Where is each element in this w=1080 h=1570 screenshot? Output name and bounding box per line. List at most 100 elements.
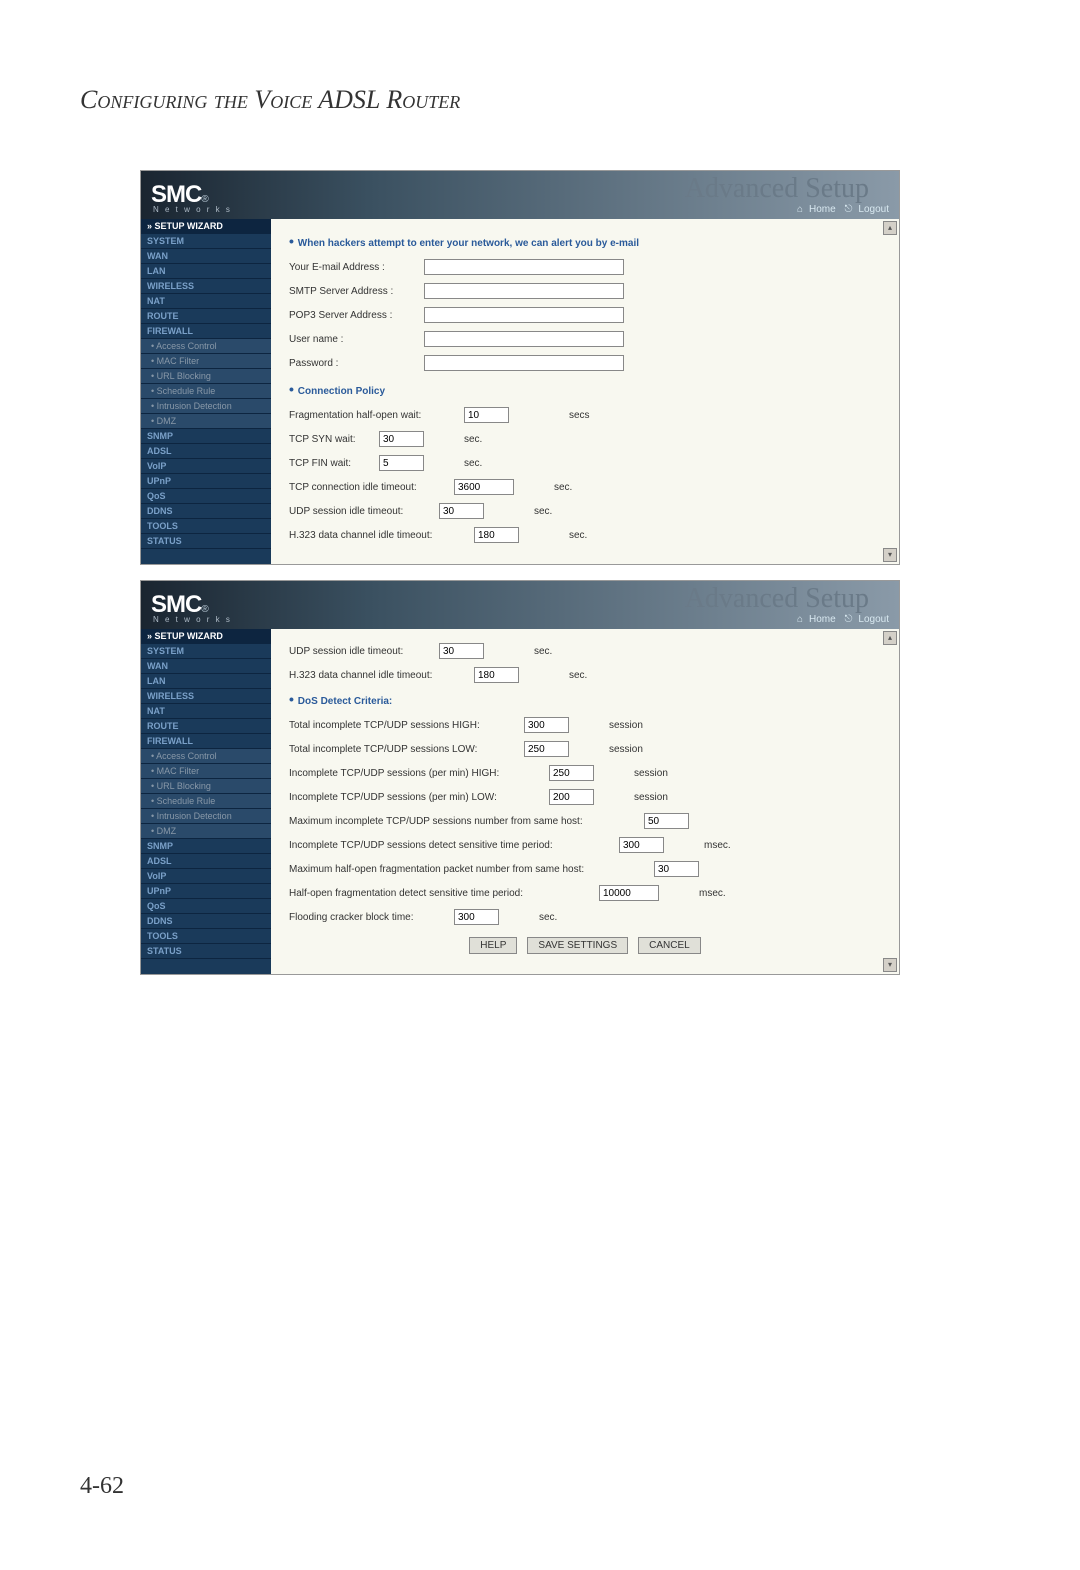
logo-reg-2: ® bbox=[201, 604, 208, 615]
nav-lan-2[interactable]: LAN bbox=[141, 674, 271, 689]
nav-schedule-rule[interactable]: Schedule Rule bbox=[141, 384, 271, 399]
pop3-input[interactable] bbox=[424, 307, 624, 323]
nav-snmp[interactable]: SNMP bbox=[141, 429, 271, 444]
nav-system-2[interactable]: SYSTEM bbox=[141, 644, 271, 659]
save-settings-button[interactable]: SAVE SETTINGS bbox=[527, 937, 628, 954]
nav-nat[interactable]: NAT bbox=[141, 294, 271, 309]
smtp-input[interactable] bbox=[424, 283, 624, 299]
nav-url-blocking[interactable]: URL Blocking bbox=[141, 369, 271, 384]
nav-lan[interactable]: LAN bbox=[141, 264, 271, 279]
low-input[interactable] bbox=[524, 741, 569, 757]
nav-nat-2[interactable]: NAT bbox=[141, 704, 271, 719]
nav-tools-2[interactable]: TOOLS bbox=[141, 929, 271, 944]
header-bar-2: SMC® N e t w o r k s Advanced Setup ⌂Hom… bbox=[141, 581, 899, 629]
nav-status-2[interactable]: STATUS bbox=[141, 944, 271, 959]
scroll-up-icon-2[interactable]: ▴ bbox=[883, 631, 897, 645]
fin-input[interactable] bbox=[379, 455, 424, 471]
pass-input[interactable] bbox=[424, 355, 624, 371]
udp-input-2[interactable] bbox=[439, 643, 484, 659]
high-input[interactable] bbox=[524, 717, 569, 733]
logout-link-2[interactable]: Logout bbox=[858, 614, 889, 625]
nav-firewall[interactable]: FIREWALL bbox=[141, 324, 271, 339]
smtp-label: SMTP Server Address : bbox=[289, 286, 424, 297]
nav-mac-filter[interactable]: MAC Filter bbox=[141, 354, 271, 369]
nav-route[interactable]: ROUTE bbox=[141, 309, 271, 324]
nav-tools[interactable]: TOOLS bbox=[141, 519, 271, 534]
conn-policy-heading: Connection Policy bbox=[289, 381, 881, 397]
nav-ddns-2[interactable]: DDNS bbox=[141, 914, 271, 929]
fin-unit: sec. bbox=[464, 458, 482, 469]
home-link-2[interactable]: Home bbox=[809, 614, 836, 625]
user-label: User name : bbox=[289, 334, 424, 345]
nav-intrusion-detection[interactable]: Intrusion Detection bbox=[141, 399, 271, 414]
nav-access-control-2[interactable]: Access Control bbox=[141, 749, 271, 764]
cancel-button[interactable]: CANCEL bbox=[638, 937, 701, 954]
home-icon-2: ⌂ bbox=[797, 614, 803, 625]
nav-firewall-2[interactable]: FIREWALL bbox=[141, 734, 271, 749]
scroll-down-icon[interactable]: ▾ bbox=[883, 548, 897, 562]
nav-wireless[interactable]: WIRELESS bbox=[141, 279, 271, 294]
idle-label: TCP connection idle timeout: bbox=[289, 482, 454, 493]
pop3-label: POP3 Server Address : bbox=[289, 310, 424, 321]
pm-low-input[interactable] bbox=[549, 789, 594, 805]
nav-wan-2[interactable]: WAN bbox=[141, 659, 271, 674]
header-bar: SMC® N e t w o r k s Advanced Setup ⌂Hom… bbox=[141, 171, 899, 219]
logo-subtitle: N e t w o r k s bbox=[153, 205, 232, 214]
detect-time-unit: msec. bbox=[704, 840, 731, 851]
nav-schedule-rule-2[interactable]: Schedule Rule bbox=[141, 794, 271, 809]
nav-upnp-2[interactable]: UPnP bbox=[141, 884, 271, 899]
scroll-up-icon[interactable]: ▴ bbox=[883, 221, 897, 235]
nav-status[interactable]: STATUS bbox=[141, 534, 271, 549]
nav-route-2[interactable]: ROUTE bbox=[141, 719, 271, 734]
pm-high-input[interactable] bbox=[549, 765, 594, 781]
detect-time-input[interactable] bbox=[619, 837, 664, 853]
nav-wan[interactable]: WAN bbox=[141, 249, 271, 264]
frag-time-input[interactable] bbox=[599, 885, 659, 901]
flood-input[interactable] bbox=[454, 909, 499, 925]
frag-time-label: Half-open fragmentation detect sensitive… bbox=[289, 888, 599, 899]
nav-voip-2[interactable]: VoIP bbox=[141, 869, 271, 884]
flood-label: Flooding cracker block time: bbox=[289, 912, 454, 923]
nav-ddns[interactable]: DDNS bbox=[141, 504, 271, 519]
logo: SMC bbox=[151, 181, 201, 208]
nav-dmz-2[interactable]: DMZ bbox=[141, 824, 271, 839]
nav-system[interactable]: SYSTEM bbox=[141, 234, 271, 249]
email-input[interactable] bbox=[424, 259, 624, 275]
nav-wireless-2[interactable]: WIRELESS bbox=[141, 689, 271, 704]
nav-upnp[interactable]: UPnP bbox=[141, 474, 271, 489]
pm-high-unit: session bbox=[634, 768, 668, 779]
user-input[interactable] bbox=[424, 331, 624, 347]
udp-input[interactable] bbox=[439, 503, 484, 519]
nav-url-blocking-2[interactable]: URL Blocking bbox=[141, 779, 271, 794]
h323-input-2[interactable] bbox=[474, 667, 519, 683]
pm-low-unit: session bbox=[634, 792, 668, 803]
logout-link[interactable]: Logout bbox=[858, 204, 889, 215]
nav-setup-wizard[interactable]: SETUP WIZARD bbox=[141, 219, 271, 234]
frag-unit: secs bbox=[569, 410, 590, 421]
logout-icon: ⎋ bbox=[844, 204, 852, 215]
syn-input[interactable] bbox=[379, 431, 424, 447]
scroll-down-icon-2[interactable]: ▾ bbox=[883, 958, 897, 972]
nav-mac-filter-2[interactable]: MAC Filter bbox=[141, 764, 271, 779]
h323-input[interactable] bbox=[474, 527, 519, 543]
nav-adsl[interactable]: ADSL bbox=[141, 444, 271, 459]
nav-dmz[interactable]: DMZ bbox=[141, 414, 271, 429]
nav-qos-2[interactable]: QoS bbox=[141, 899, 271, 914]
high-label: Total incomplete TCP/UDP sessions HIGH: bbox=[289, 720, 524, 731]
nav-qos[interactable]: QoS bbox=[141, 489, 271, 504]
nav-intrusion-detection-2[interactable]: Intrusion Detection bbox=[141, 809, 271, 824]
nav-access-control[interactable]: Access Control bbox=[141, 339, 271, 354]
nav-adsl-2[interactable]: ADSL bbox=[141, 854, 271, 869]
frag-input[interactable] bbox=[464, 407, 509, 423]
idle-input[interactable] bbox=[454, 479, 514, 495]
button-row: HELP SAVE SETTINGS CANCEL bbox=[289, 937, 881, 954]
nav-snmp-2[interactable]: SNMP bbox=[141, 839, 271, 854]
nav-setup-wizard-2[interactable]: SETUP WIZARD bbox=[141, 629, 271, 644]
max-frag-input[interactable] bbox=[654, 861, 699, 877]
low-unit: session bbox=[609, 744, 643, 755]
nav-voip[interactable]: VoIP bbox=[141, 459, 271, 474]
home-link[interactable]: Home bbox=[809, 204, 836, 215]
max-frag-label: Maximum half-open fragmentation packet n… bbox=[289, 864, 654, 875]
max-host-input[interactable] bbox=[644, 813, 689, 829]
help-button[interactable]: HELP bbox=[469, 937, 517, 954]
